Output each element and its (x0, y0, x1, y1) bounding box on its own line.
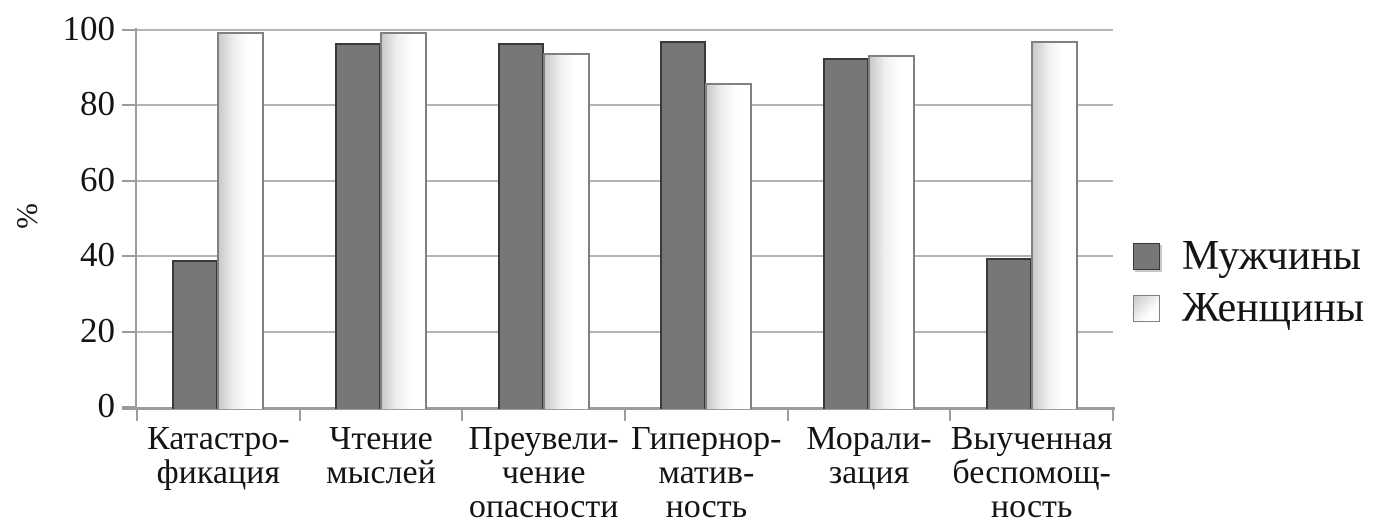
x-tick-label-line: мыслей (326, 454, 436, 491)
bar-women (1030, 41, 1078, 409)
x-tick-label: Морали-зация (788, 422, 950, 490)
legend: Мужчины Женщины (1133, 230, 1364, 334)
y-axis-tick (122, 29, 137, 31)
x-tick-label: Гипернор-матив-ность (625, 422, 787, 521)
x-tick-label-line: беспомощ- (952, 454, 1111, 491)
gridline (137, 104, 1113, 107)
gridline (137, 179, 1113, 182)
y-tick-label: 20 (80, 310, 115, 350)
x-tick-label-line: фикация (156, 454, 280, 491)
x-tick-label-line: чение (501, 454, 586, 491)
gridline (137, 330, 1113, 333)
bar-men (985, 258, 1032, 409)
y-axis-tick (122, 104, 137, 107)
legend-swatch-men (1133, 242, 1160, 270)
x-tick-label: Чтение мыслей (300, 422, 462, 490)
x-axis-tick (949, 410, 952, 421)
x-axis-line (122, 407, 1115, 410)
bar-men (660, 41, 707, 409)
x-axis-tick (461, 410, 464, 421)
x-tick-label-line: ность (665, 488, 748, 521)
x-tick-label-line: зация (828, 454, 910, 491)
y-axis-title-text: % (9, 203, 44, 229)
bar-women (868, 54, 915, 409)
x-tick-label-line: Чтение (329, 420, 433, 457)
legend-row: Женщины (1133, 282, 1364, 334)
y-tick-label: 0 (97, 386, 116, 425)
legend-row: Мужчины (1133, 230, 1364, 282)
x-tick-label-line: ность (990, 488, 1073, 521)
gridline (137, 255, 1113, 258)
x-axis-tick (298, 410, 301, 421)
x-tick-label-line: Преувели- (468, 420, 619, 457)
x-tick-label-line: опасности (468, 488, 619, 521)
bar-men (823, 58, 869, 409)
x-tick-label: Катастро-фикация (137, 422, 299, 490)
y-tick-label: 40 (80, 235, 115, 275)
bar-women (380, 31, 427, 409)
bar-women (705, 82, 753, 409)
x-axis-tick (136, 410, 138, 421)
x-axis-tick (1112, 410, 1114, 421)
y-axis-line (135, 28, 137, 407)
legend-swatch-women (1133, 294, 1160, 322)
bar-women (217, 31, 265, 409)
x-tick-label-line: Морали- (806, 420, 932, 457)
legend-label: Мужчины (1182, 233, 1362, 279)
bar-men (497, 43, 544, 409)
x-tick-label-line: Выученная (950, 420, 1113, 457)
y-axis-tick (122, 179, 137, 182)
bar-women (542, 52, 590, 409)
legend-label: Женщины (1182, 285, 1365, 331)
x-tick-label-line: Гипернор- (631, 420, 782, 457)
gridline (137, 29, 1113, 31)
x-tick-label-line: матив- (658, 454, 755, 491)
y-axis-tick (122, 255, 137, 258)
y-tick-label: 100 (62, 9, 116, 48)
y-tick-label: 60 (80, 159, 115, 199)
y-axis-tick (122, 330, 137, 333)
x-axis-tick (624, 410, 626, 421)
bar-men (335, 43, 381, 409)
x-tick-label-line: Катастро- (147, 420, 290, 457)
x-tick-label: Преувели-чение опасности (463, 422, 625, 521)
x-axis-tick (786, 410, 789, 421)
x-tick-label: Выученная беспомощ-ность (951, 422, 1113, 521)
y-tick-label: 80 (80, 84, 115, 124)
bar-men (172, 259, 219, 409)
